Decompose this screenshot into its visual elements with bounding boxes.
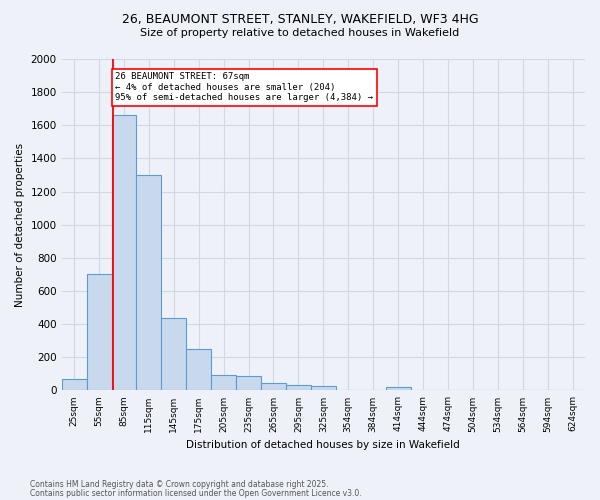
- Text: Contains HM Land Registry data © Crown copyright and database right 2025.: Contains HM Land Registry data © Crown c…: [30, 480, 329, 489]
- Bar: [286, 386, 311, 390]
- Text: 26, BEAUMONT STREET, STANLEY, WAKEFIELD, WF3 4HG: 26, BEAUMONT STREET, STANLEY, WAKEFIELD,…: [122, 12, 478, 26]
- Bar: [186, 349, 211, 391]
- Y-axis label: Number of detached properties: Number of detached properties: [15, 142, 25, 307]
- Bar: [112, 116, 136, 390]
- Bar: [236, 376, 261, 390]
- Bar: [311, 386, 336, 390]
- Text: Size of property relative to detached houses in Wakefield: Size of property relative to detached ho…: [140, 28, 460, 38]
- Bar: [86, 274, 112, 390]
- X-axis label: Distribution of detached houses by size in Wakefield: Distribution of detached houses by size …: [187, 440, 460, 450]
- Bar: [386, 387, 410, 390]
- Bar: [261, 383, 286, 390]
- Text: 26 BEAUMONT STREET: 67sqm
← 4% of detached houses are smaller (204)
95% of semi-: 26 BEAUMONT STREET: 67sqm ← 4% of detach…: [115, 72, 373, 102]
- Bar: [211, 374, 236, 390]
- Bar: [161, 318, 186, 390]
- Bar: [136, 175, 161, 390]
- Bar: [62, 379, 86, 390]
- Text: Contains public sector information licensed under the Open Government Licence v3: Contains public sector information licen…: [30, 489, 362, 498]
